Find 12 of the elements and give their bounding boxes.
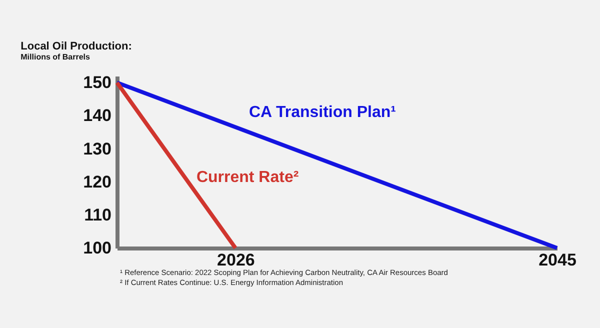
y-tick-label: 100 (83, 238, 112, 258)
y-tick-label: 130 (83, 139, 112, 158)
chart-subtitle: Millions of Barrels (20, 52, 91, 62)
series-label: Current Rate² (196, 169, 299, 186)
y-tick-label: 110 (84, 205, 112, 224)
y-tick-label: 150 (83, 73, 112, 92)
x-tick-label: 2045 (538, 250, 576, 270)
y-tick-label: 120 (83, 172, 112, 192)
y-tick-label: 140 (83, 106, 112, 126)
chart-title: Local Oil Production: (20, 40, 132, 53)
x-tick-label: 2026 (217, 250, 255, 270)
series-label: CA Transition Plan¹ (249, 104, 396, 122)
